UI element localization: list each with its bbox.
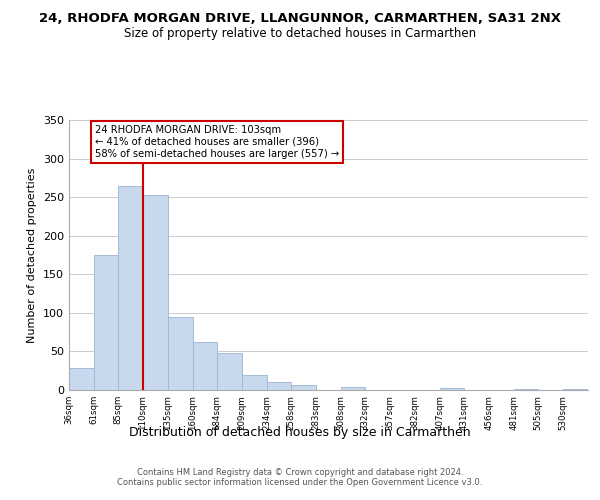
Bar	[217, 353, 242, 390]
Bar	[118, 186, 143, 390]
Bar	[341, 387, 365, 390]
Bar	[291, 386, 316, 390]
Bar	[94, 255, 118, 390]
Text: Size of property relative to detached houses in Carmarthen: Size of property relative to detached ho…	[124, 28, 476, 40]
Bar	[563, 389, 588, 390]
Text: 24, RHODFA MORGAN DRIVE, LLANGUNNOR, CARMARTHEN, SA31 2NX: 24, RHODFA MORGAN DRIVE, LLANGUNNOR, CAR…	[39, 12, 561, 26]
Bar	[193, 342, 217, 390]
Bar	[242, 374, 267, 390]
Text: Contains HM Land Registry data © Crown copyright and database right 2024.
Contai: Contains HM Land Registry data © Crown c…	[118, 468, 482, 487]
Bar	[168, 316, 193, 390]
Y-axis label: Number of detached properties: Number of detached properties	[28, 168, 37, 342]
Bar	[514, 389, 538, 390]
Bar	[69, 368, 94, 390]
Bar	[440, 388, 464, 390]
Text: Distribution of detached houses by size in Carmarthen: Distribution of detached houses by size …	[129, 426, 471, 439]
Bar	[143, 195, 168, 390]
Bar	[267, 382, 291, 390]
Text: 24 RHODFA MORGAN DRIVE: 103sqm
← 41% of detached houses are smaller (396)
58% of: 24 RHODFA MORGAN DRIVE: 103sqm ← 41% of …	[95, 126, 339, 158]
